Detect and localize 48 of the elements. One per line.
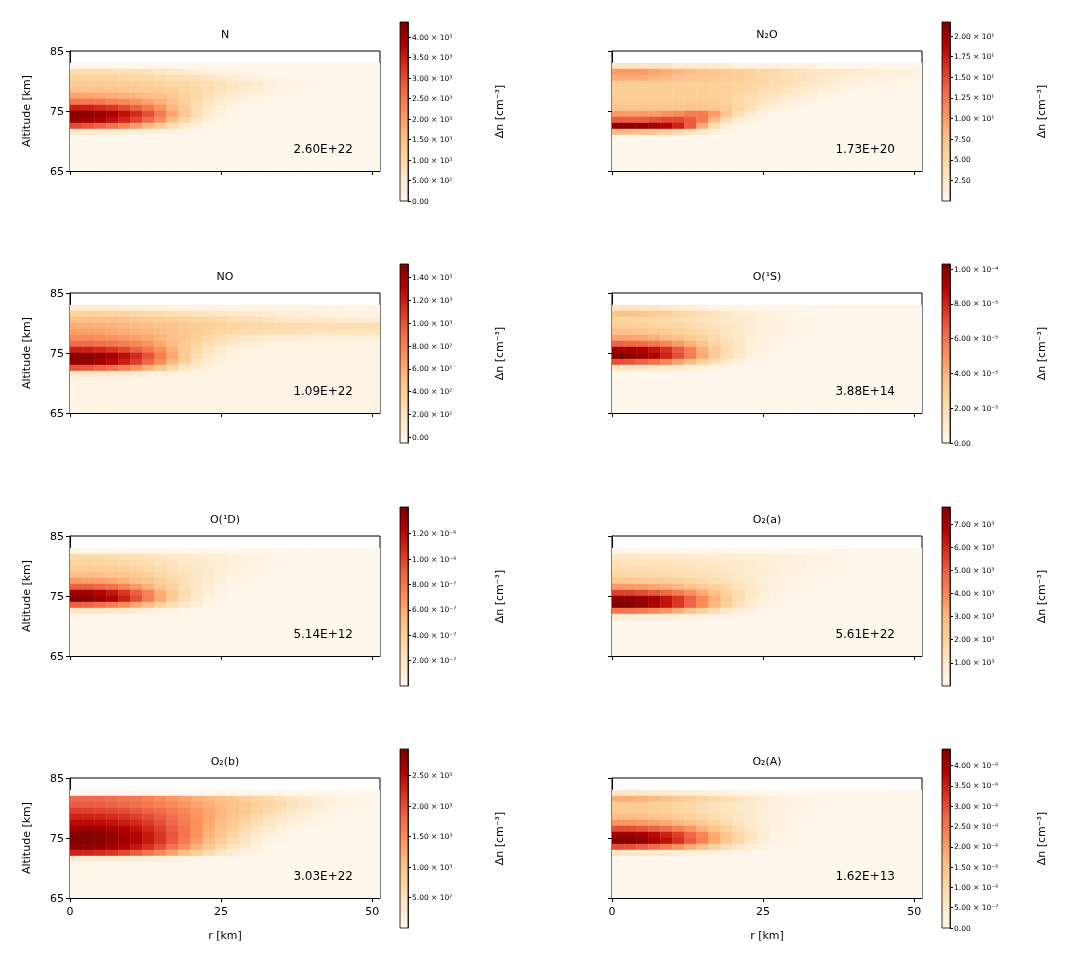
annotation: 3.88E+14 — [835, 384, 895, 398]
x-axis-title: r [km] — [750, 929, 784, 942]
annotation: 1.73E+20 — [835, 142, 895, 156]
color-bar-title: Δn [cm⁻³] — [1035, 326, 1048, 381]
color-bar-title: Δn [cm⁻³] — [493, 569, 506, 624]
y-tick-label: 85 — [50, 44, 64, 58]
chart-title: O₂(b) — [210, 755, 240, 768]
y-tick-label: 85 — [50, 529, 64, 543]
annotation: 5.14E+12 — [293, 627, 353, 641]
color-bar-title: Δn [cm⁻³] — [493, 811, 506, 866]
y-tick-label: 75 — [50, 346, 64, 360]
annotation: 3.03E+22 — [293, 869, 353, 883]
color-bar-title: Δn [cm⁻³] — [1035, 811, 1048, 866]
annotation: 2.60E+22 — [293, 142, 353, 156]
y-tick-label: 75 — [50, 104, 64, 118]
annotation: 1.62E+13 — [835, 869, 895, 883]
chart-title: N — [220, 28, 230, 41]
y-tick-label: 85 — [50, 771, 64, 785]
x-axis-title: r [km] — [208, 929, 242, 942]
y-axis-title: Altitude [km] — [20, 74, 33, 148]
color-bar-title: Δn [cm⁻³] — [1035, 84, 1048, 139]
y-tick-label: 65 — [50, 649, 64, 663]
annotation: 5.61E+22 — [835, 627, 895, 641]
color-bar-title: Δn [cm⁻³] — [493, 326, 506, 381]
x-tick-label: 0 — [608, 905, 616, 918]
chart-title: O₂(A) — [752, 755, 782, 768]
y-axis-title: Altitude [km] — [20, 559, 33, 633]
x-tick-label: 25 — [756, 905, 771, 918]
chart-title: O(¹S) — [752, 270, 782, 283]
x-tick-label: 50 — [365, 905, 380, 918]
color-bar-title: Δn [cm⁻³] — [493, 84, 506, 139]
chart-title: N₂O — [756, 28, 778, 41]
x-tick-label: 50 — [907, 905, 922, 918]
y-tick-label: 85 — [50, 286, 64, 300]
x-tick-label: 0 — [66, 905, 74, 918]
y-tick-label: 75 — [50, 589, 64, 603]
chart-title: O(¹D) — [209, 513, 241, 526]
chart-title: NO — [216, 270, 234, 283]
x-tick-label: 25 — [214, 905, 229, 918]
y-axis-title: Altitude [km] — [20, 316, 33, 390]
color-bar-title: Δn [cm⁻³] — [1035, 569, 1048, 624]
y-tick-label: 65 — [50, 406, 64, 420]
y-axis-title: Altitude [km] — [20, 801, 33, 875]
annotation: 1.09E+22 — [293, 384, 353, 398]
chart-title: O₂(a) — [752, 513, 782, 526]
y-tick-label: 65 — [50, 891, 64, 905]
y-tick-label: 65 — [50, 164, 64, 178]
y-tick-label: 75 — [50, 831, 64, 845]
